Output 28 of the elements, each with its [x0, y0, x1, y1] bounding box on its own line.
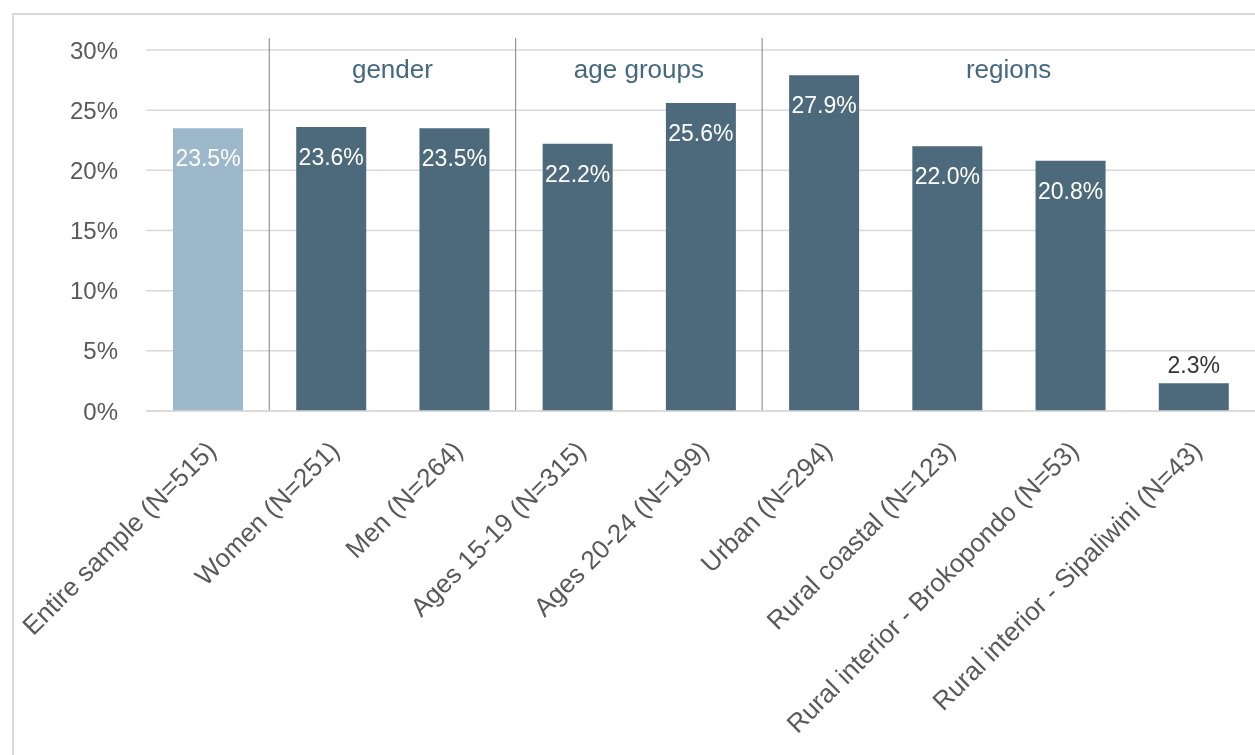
annotation: age groups: [573, 54, 704, 84]
data-label: 2.3%: [1167, 352, 1220, 379]
data-label: 22.2%: [545, 160, 611, 187]
data-label: 22.0%: [914, 163, 980, 190]
bar: [665, 102, 736, 411]
y-tick-label: 20%: [69, 156, 118, 184]
data-label: 27.9%: [791, 92, 857, 119]
y-tick-label: 15%: [69, 217, 118, 245]
y-tick-label: 10%: [69, 277, 118, 305]
bar: [173, 128, 243, 411]
data-label: 23.6%: [298, 144, 364, 171]
bar: [1035, 160, 1106, 411]
data-label: 25.6%: [668, 119, 734, 146]
annotation: gender: [351, 54, 434, 84]
bar: [419, 128, 490, 411]
bar: [1158, 383, 1229, 411]
y-tick-label: 5%: [83, 337, 118, 365]
annotation: regions: [965, 54, 1052, 84]
bar: [542, 143, 613, 411]
y-tick-label: 30%: [69, 36, 118, 64]
y-tick-label: 25%: [69, 96, 118, 124]
bar: [789, 75, 860, 411]
bar: [296, 127, 367, 411]
bar: [912, 146, 983, 411]
y-tick-label: 0%: [83, 397, 118, 425]
data-label: 23.5%: [421, 145, 488, 172]
data-label: 23.5%: [175, 145, 241, 172]
data-label: 20.8%: [1037, 177, 1104, 204]
